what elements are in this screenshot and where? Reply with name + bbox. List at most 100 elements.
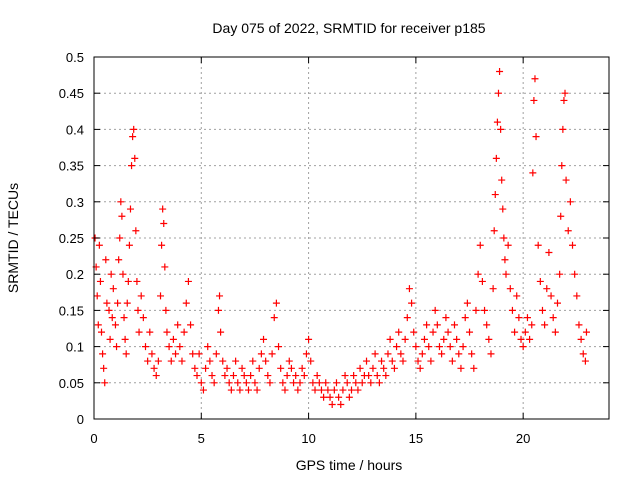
data-point xyxy=(142,343,149,351)
data-point xyxy=(395,328,403,336)
data-point xyxy=(169,335,177,343)
data-point xyxy=(219,357,227,365)
x-tick-label: 5 xyxy=(198,431,205,446)
data-point xyxy=(122,350,130,358)
data-point xyxy=(223,364,231,372)
data-point xyxy=(556,270,564,278)
data-point xyxy=(115,256,123,264)
data-point xyxy=(102,256,110,264)
x-tick-label: 15 xyxy=(409,431,423,446)
data-point xyxy=(120,314,128,322)
data-point xyxy=(268,350,276,358)
data-point xyxy=(405,285,413,293)
data-point xyxy=(202,364,210,372)
data-point xyxy=(526,335,534,343)
data-point xyxy=(575,321,583,329)
data-point xyxy=(541,321,549,329)
data-point xyxy=(275,343,283,351)
data-point xyxy=(106,335,114,343)
data-point xyxy=(501,256,509,264)
data-point xyxy=(348,386,355,394)
data-point xyxy=(573,292,581,300)
data-point xyxy=(160,220,168,228)
data-point xyxy=(130,125,138,133)
data-point xyxy=(199,386,207,394)
data-point xyxy=(425,343,433,351)
data-point xyxy=(195,350,203,358)
data-point xyxy=(330,386,338,394)
data-point xyxy=(270,314,278,322)
data-point xyxy=(435,343,443,351)
data-point xyxy=(300,372,308,380)
data-point xyxy=(313,372,321,380)
data-point xyxy=(253,386,261,394)
data-point xyxy=(227,386,235,394)
data-point xyxy=(538,306,546,314)
data-point xyxy=(519,343,527,351)
data-point xyxy=(108,314,116,322)
data-point xyxy=(124,277,132,285)
data-point xyxy=(489,285,497,293)
data-point xyxy=(139,314,147,322)
data-point xyxy=(438,350,446,358)
data-point xyxy=(247,372,255,380)
data-point xyxy=(498,176,506,184)
tick-labels: 0 0.05 0.1 0.15 0.2 0.25 0.3 0.35 0.4 0.45 0.5 0 5 10… xyxy=(59,50,531,446)
data-point xyxy=(566,198,574,206)
data-point xyxy=(367,379,375,387)
data-point xyxy=(260,335,268,343)
data-point xyxy=(101,379,109,387)
data-point xyxy=(103,299,111,307)
data-point xyxy=(163,328,171,336)
data-point xyxy=(309,379,317,387)
data-point xyxy=(534,241,542,249)
data-point xyxy=(341,372,349,380)
data-point xyxy=(311,386,319,394)
data-point xyxy=(506,285,514,293)
data-point xyxy=(418,350,426,358)
data-point xyxy=(290,379,298,387)
data-point xyxy=(328,401,336,409)
data-point xyxy=(508,306,516,314)
x-tick-label: 0 xyxy=(90,431,97,446)
data-point xyxy=(234,379,242,387)
data-point xyxy=(96,277,104,285)
data-point xyxy=(238,364,246,372)
data-point xyxy=(492,154,500,162)
data-point xyxy=(499,205,507,213)
data-point xyxy=(287,364,295,372)
y-tick-label: 0.25 xyxy=(59,231,84,246)
data-point xyxy=(448,357,456,365)
y-tick-label: 0.5 xyxy=(66,50,84,65)
data-point xyxy=(264,372,272,380)
data-point xyxy=(562,176,570,184)
data-point xyxy=(491,191,499,199)
data-point xyxy=(285,357,293,365)
data-point xyxy=(255,364,263,372)
data-point xyxy=(461,314,469,322)
data-point xyxy=(532,133,540,141)
data-point xyxy=(277,364,285,372)
data-point xyxy=(322,379,330,387)
data-point xyxy=(126,205,134,213)
data-point xyxy=(401,335,409,343)
data-point xyxy=(216,292,224,300)
data-point xyxy=(100,364,108,372)
data-point xyxy=(375,379,383,387)
data-point xyxy=(305,335,313,343)
y-axis-label: SRMTID / TECUs xyxy=(5,183,21,293)
data-point xyxy=(380,364,388,372)
data-point xyxy=(125,241,133,249)
data-point xyxy=(128,162,136,170)
data-point xyxy=(558,162,566,170)
y-tick-label: 0.1 xyxy=(66,340,84,355)
data-point xyxy=(111,321,119,329)
data-point xyxy=(373,372,381,380)
data-point xyxy=(272,299,280,307)
data-point xyxy=(204,343,212,351)
data-point xyxy=(212,350,220,358)
data-point xyxy=(481,306,489,314)
data-point xyxy=(132,227,140,235)
data-point xyxy=(474,270,482,278)
